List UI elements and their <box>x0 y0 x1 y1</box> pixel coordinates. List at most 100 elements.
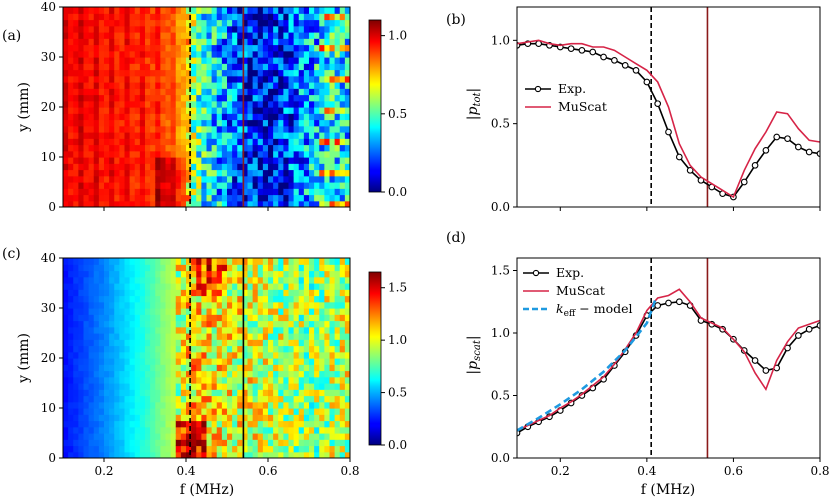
heatmap-cell <box>104 7 110 14</box>
heatmap-cell <box>114 433 120 440</box>
heatmap-cell <box>278 414 284 422</box>
heatmap-cell <box>237 408 243 415</box>
heatmap-cell <box>175 364 182 372</box>
heatmap-cell <box>283 188 290 196</box>
heatmap-cell <box>196 138 202 146</box>
heatmap-cell <box>119 358 126 365</box>
heatmap-cell <box>78 163 85 171</box>
heatmap-cell <box>293 283 300 290</box>
heatmap-cell <box>109 395 115 403</box>
heatmap-cell <box>216 370 223 378</box>
heatmap-cell <box>160 57 167 64</box>
heatmap-cell <box>232 351 238 359</box>
heatmap-cell <box>339 345 346 353</box>
heatmap-cell <box>191 200 197 207</box>
heatmap-cell <box>314 283 320 290</box>
heatmap-cell <box>227 433 233 440</box>
heatmap-cell <box>93 94 100 102</box>
heatmap-cell <box>129 32 136 39</box>
heatmap-cell <box>309 25 315 33</box>
heatmap-cell <box>237 119 243 127</box>
heatmap-cell <box>334 100 341 108</box>
heatmap-cell <box>334 94 341 102</box>
heatmap-cell <box>134 289 141 297</box>
heatmap-cell <box>227 50 233 58</box>
heatmap-cell <box>309 364 315 372</box>
heatmap-cell <box>119 144 126 152</box>
heatmap-cell <box>180 389 187 397</box>
heatmap-cell <box>124 19 131 27</box>
heatmap-cell <box>252 433 259 440</box>
heatmap-cell <box>283 113 290 121</box>
heatmap-cell <box>191 295 197 303</box>
heatmap-cell <box>252 200 259 207</box>
heatmap-cell <box>88 414 95 422</box>
heatmap-cell <box>221 445 228 453</box>
heatmap-cell <box>78 264 85 272</box>
heatmap-cell <box>78 270 85 278</box>
heatmap-cell <box>329 157 336 164</box>
heatmap-cell <box>134 119 141 127</box>
heatmap-cell <box>314 333 320 340</box>
heatmap-cell <box>334 339 341 347</box>
heatmap-cell <box>216 19 223 27</box>
heatmap-cell <box>170 276 177 284</box>
heatmap-cell <box>180 345 187 353</box>
heatmap-cell <box>78 38 85 46</box>
heatmap-cell <box>298 314 305 322</box>
heatmap-cell <box>155 38 161 46</box>
heatmap-cell <box>124 445 131 453</box>
heatmap-cell <box>78 289 85 297</box>
heatmap-cell <box>329 270 336 278</box>
heatmap-cell <box>329 182 336 189</box>
heatmap-cell <box>119 138 126 146</box>
heatmap-cell <box>129 138 136 146</box>
heatmap-cell <box>88 150 95 158</box>
heatmap-cell <box>206 395 213 403</box>
heatmap-cell <box>83 345 90 353</box>
heatmap-cell <box>329 75 336 83</box>
heatmap-cell <box>78 32 85 39</box>
heatmap-cell <box>191 339 197 347</box>
heatmap-cell <box>221 401 228 409</box>
heatmap-cell <box>247 138 254 146</box>
heatmap-cell <box>257 283 264 290</box>
heatmap-cell <box>73 301 79 309</box>
heatmap-cell <box>334 119 341 127</box>
heatmap-cell <box>104 88 110 96</box>
heatmap-cell <box>257 408 264 415</box>
heatmap-cell <box>73 138 79 146</box>
heatmap-cell <box>268 283 274 290</box>
heatmap-cell <box>242 188 249 196</box>
heatmap-cell <box>191 258 197 265</box>
heatmap-cell <box>344 69 350 77</box>
heatmap-cell <box>262 150 269 158</box>
heatmap-cell <box>288 107 295 114</box>
heatmap-cell <box>109 125 115 133</box>
heatmap-cell <box>129 57 136 64</box>
heatmap-cell <box>68 100 74 108</box>
heatmap-cell <box>319 314 325 322</box>
heatmap-cell <box>252 107 259 114</box>
heatmap-cell <box>73 414 79 422</box>
heatmap-cell <box>262 289 269 297</box>
heatmap-cell <box>288 57 295 64</box>
heatmap-cell <box>150 7 156 14</box>
heatmap-cell <box>227 100 233 108</box>
heatmap-cell <box>119 445 126 453</box>
heatmap-cell <box>109 408 115 415</box>
heatmap-cell <box>73 125 79 133</box>
heatmap-cell <box>73 38 79 46</box>
heatmap-cell <box>175 144 182 152</box>
heatmap-cell <box>63 345 69 353</box>
heatmap-cell <box>114 258 120 265</box>
heatmap-cell <box>329 264 336 272</box>
heatmap-cell <box>273 157 279 164</box>
heatmap-cell <box>93 138 100 146</box>
heatmap-cell <box>206 308 213 315</box>
heatmap-cell <box>180 439 187 447</box>
heatmap-cell <box>242 395 249 403</box>
heatmap-cell <box>303 376 310 384</box>
heatmap-cell <box>98 276 105 284</box>
heatmap-cell <box>124 433 131 440</box>
